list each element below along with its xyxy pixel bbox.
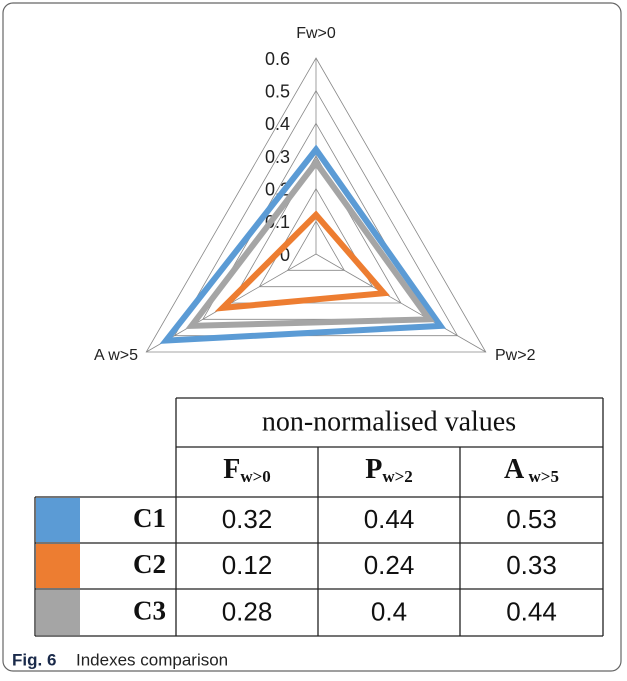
series-line	[214, 210, 390, 312]
table-value: 0.53	[506, 504, 557, 534]
axis-label: A w>5	[94, 347, 138, 364]
spoke	[315, 253, 486, 353]
r-tick-label: 0.4	[265, 114, 290, 134]
column-main: A	[504, 454, 525, 485]
legend-label: C3	[133, 596, 166, 626]
grid-ring	[173, 89, 459, 337]
caption-label: Fig. 6	[12, 650, 56, 669]
r-tick-label: 0.6	[265, 49, 290, 69]
grid-ring	[230, 155, 402, 304]
column-header: A w>5	[504, 454, 559, 485]
r-tick-label: 0	[280, 245, 290, 265]
table-value: 0.24	[364, 550, 415, 580]
column-sub: w>5	[524, 467, 559, 486]
legend-label: C1	[133, 503, 166, 533]
column-sub: w>2	[382, 467, 412, 486]
grid-ring	[258, 187, 374, 288]
series-line	[159, 144, 447, 344]
series-line	[185, 157, 435, 330]
table-value: 0.28	[222, 596, 273, 626]
table-value: 0.33	[506, 550, 557, 580]
caption-text: Indexes comparison	[76, 650, 228, 669]
column-main: F	[223, 454, 240, 485]
axis-label: Fw>0	[296, 25, 336, 42]
table-header: non-normalised values	[262, 406, 516, 437]
column-header: Pw>2	[365, 454, 413, 485]
axis-label: Pw>2	[495, 347, 536, 364]
legend-swatch	[36, 590, 80, 635]
table-value: 0.4	[371, 596, 407, 626]
table-value: 0.32	[222, 504, 273, 534]
table-value: 0.44	[364, 504, 415, 534]
r-tick-label: 0.5	[265, 81, 290, 101]
table-value: 0.12	[222, 550, 273, 580]
legend-swatch	[36, 498, 80, 542]
table-value: 0.44	[506, 596, 557, 626]
column-header: Fw>0	[223, 454, 271, 485]
r-tick-label: 0.3	[265, 147, 290, 167]
column-sub: w>0	[240, 467, 270, 486]
legend-label: C2	[133, 549, 166, 579]
grid-ring	[145, 57, 487, 353]
frame	[2, 2, 622, 672]
legend-swatch	[36, 544, 80, 588]
grid-ring	[287, 220, 345, 271]
column-main: P	[365, 454, 382, 485]
